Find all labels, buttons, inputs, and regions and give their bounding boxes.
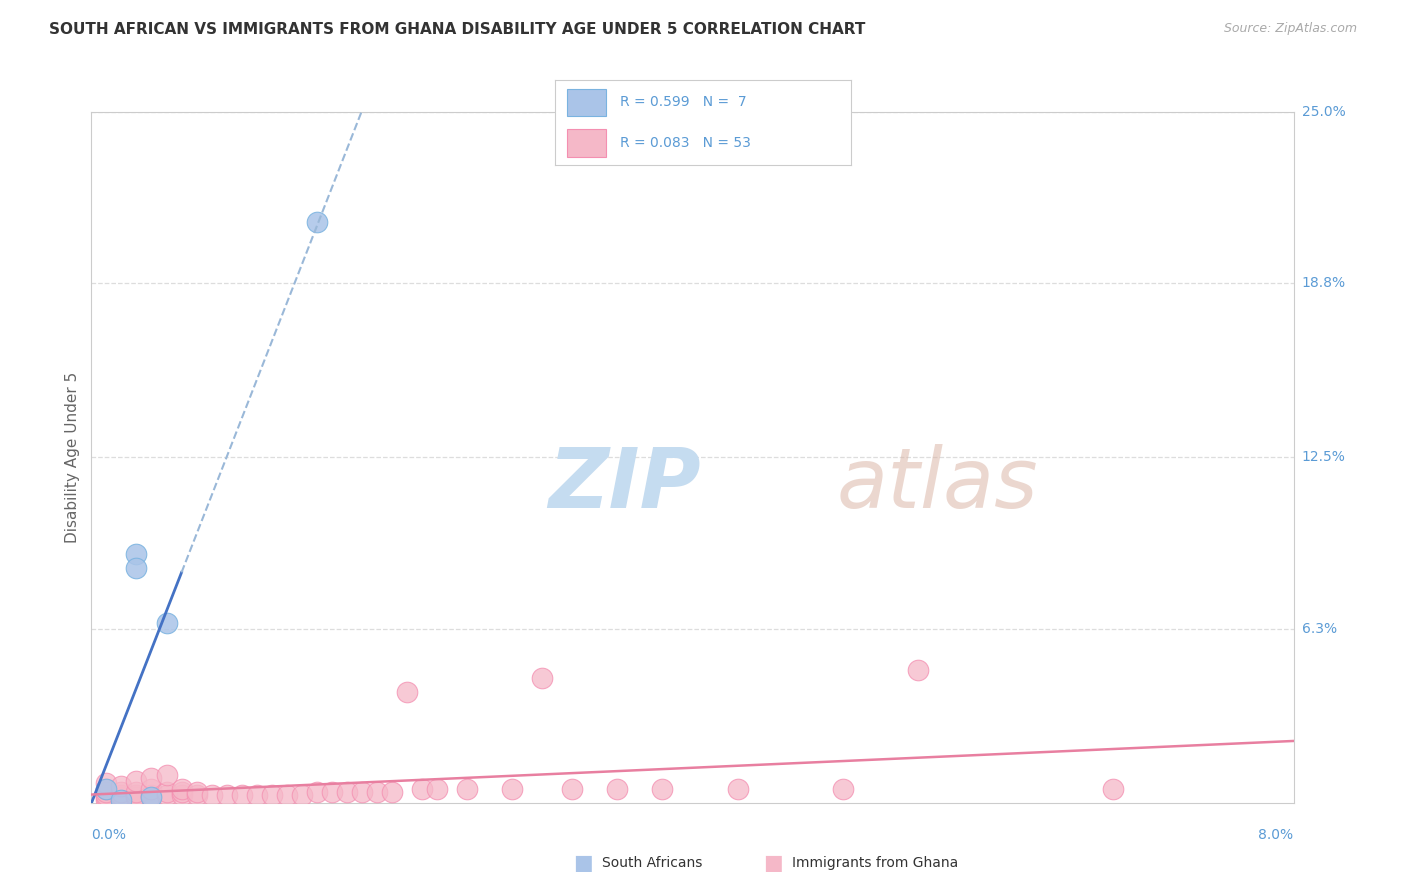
Point [141,790,163,805]
Point [366,785,388,799]
Text: 8.0%: 8.0% [1258,828,1294,842]
Point [96,776,118,790]
Text: South Africans: South Africans [602,856,702,871]
Point [110,785,132,799]
Point [155,768,177,782]
Point [321,785,343,799]
Point [727,781,749,797]
Point [907,663,929,677]
Text: 6.3%: 6.3% [1302,622,1337,636]
Point [501,781,523,797]
Point [276,788,298,802]
Point [125,788,148,802]
Text: 0.0%: 0.0% [91,828,127,842]
Text: R = 0.083   N = 53: R = 0.083 N = 53 [620,136,751,150]
Point [141,790,163,805]
Text: 12.5%: 12.5% [1302,450,1346,464]
Point [411,781,433,797]
Text: 18.8%: 18.8% [1302,276,1346,290]
Point [110,779,132,793]
Text: atlas: atlas [837,444,1039,525]
Point [110,790,132,805]
Text: R = 0.599   N =  7: R = 0.599 N = 7 [620,95,747,110]
Point [96,785,118,799]
Point [170,781,193,797]
Text: Source: ZipAtlas.com: Source: ZipAtlas.com [1223,22,1357,36]
Point [305,785,328,799]
Point [186,788,208,802]
Point [125,785,148,799]
Point [141,781,163,797]
Point [651,781,673,797]
Point [831,781,853,797]
Point [96,781,118,797]
Point [125,790,148,805]
Point [110,788,132,802]
Point [426,781,449,797]
Point [215,788,238,802]
Point [96,790,118,805]
Text: SOUTH AFRICAN VS IMMIGRANTS FROM GHANA DISABILITY AGE UNDER 5 CORRELATION CHART: SOUTH AFRICAN VS IMMIGRANTS FROM GHANA D… [49,22,866,37]
Point [291,788,314,802]
Text: ZIP: ZIP [548,444,700,525]
Point [305,215,328,229]
Point [381,785,404,799]
Point [110,793,132,807]
Point [96,793,118,807]
Point [125,773,148,788]
Bar [567,89,606,116]
Point [246,788,269,802]
Point [186,785,208,799]
Point [606,781,628,797]
Point [141,788,163,802]
Point [350,785,373,799]
Text: ■: ■ [763,854,783,873]
Point [1102,781,1125,797]
Point [110,793,132,807]
Bar [567,129,606,157]
Point [170,785,193,799]
Point [155,615,177,630]
Point [456,781,478,797]
Point [155,788,177,802]
Point [155,785,177,799]
Y-axis label: Disability Age Under 5: Disability Age Under 5 [65,372,80,542]
Point [336,785,359,799]
Point [170,788,193,802]
Point [141,771,163,785]
Point [125,561,148,575]
Point [231,788,253,802]
Point [125,547,148,561]
Point [531,671,554,685]
Point [561,781,583,797]
Point [395,685,418,699]
Point [96,788,118,802]
Point [201,788,224,802]
Text: ■: ■ [574,854,593,873]
Point [96,781,118,797]
Point [260,788,283,802]
Text: 25.0%: 25.0% [1302,104,1346,119]
Text: Immigrants from Ghana: Immigrants from Ghana [792,856,957,871]
